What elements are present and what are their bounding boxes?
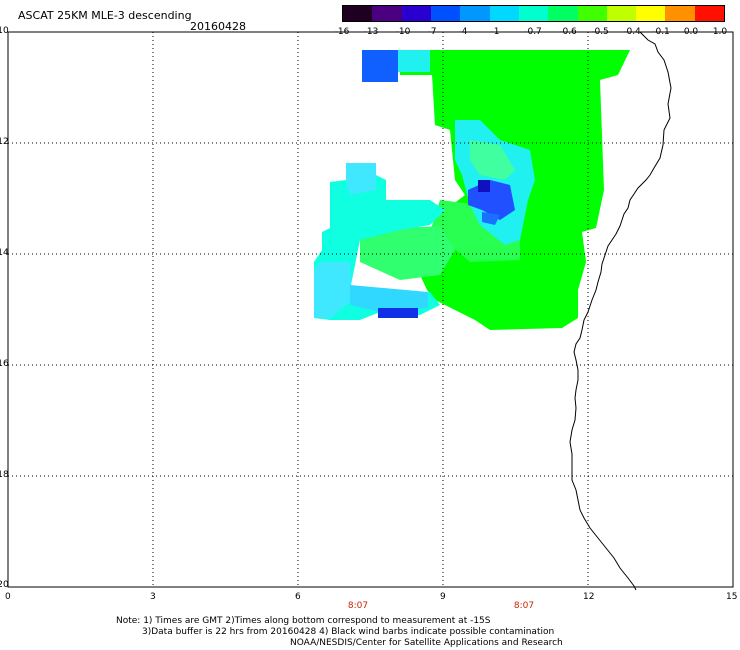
colorbar-swatch (460, 6, 490, 21)
cyan-wind-region (398, 50, 430, 72)
colorbar-swatch (548, 6, 578, 21)
colorbar-swatch (489, 6, 519, 21)
light-blue-patch (314, 262, 352, 318)
lon-label: 9 (440, 592, 446, 602)
colorbar-swatch (694, 6, 725, 21)
lon-label: 6 (295, 592, 301, 602)
colorbar-swatch (577, 6, 607, 21)
lat-label: -10 (0, 26, 9, 36)
light-blue-patch (346, 163, 376, 195)
colorbar-swatch (665, 6, 695, 21)
lat-label: -16 (0, 359, 9, 369)
plot-frame (7, 31, 734, 588)
lat-label: -18 (0, 470, 9, 480)
lat-label: -12 (0, 137, 9, 147)
lon-label: 3 (150, 592, 156, 602)
lon-label: 0 (5, 592, 11, 602)
light-blue-patch (350, 285, 428, 312)
colorbar-swatch (401, 6, 431, 21)
colorbar-swatch (636, 6, 666, 21)
blue-wind-patch (482, 212, 500, 225)
colorbar-swatch (430, 6, 461, 21)
colorbar-swatch (606, 6, 637, 21)
blue-wind-patch (378, 308, 418, 318)
grid-lines (8, 32, 733, 587)
light-green-patch (470, 140, 515, 180)
colorbar-swatch (372, 6, 402, 21)
note-line-2: 3)Data buffer is 22 hrs from 20160428 4)… (142, 627, 555, 637)
blue-wind-patch (362, 50, 398, 82)
time-label: 8:07 (513, 601, 535, 611)
lat-label: -20 (0, 580, 9, 590)
dark-blue-patch (478, 180, 490, 192)
map-date: 20160428 (190, 20, 246, 33)
note-line-3: NOAA/NESDIS/Center for Satellite Applica… (290, 638, 563, 648)
light-green-patch (360, 226, 455, 280)
colorbar-swatch (518, 6, 549, 21)
colorbar (342, 5, 725, 22)
map-title: ASCAT 25KM MLE-3 descending (18, 9, 192, 22)
colorbar-swatch (343, 6, 373, 21)
wind-data-field (314, 50, 630, 330)
note-line-1: Note: 1) Times are GMT 2)Times along bot… (116, 616, 491, 626)
coastline (569, 31, 672, 591)
lon-label: 15 (726, 592, 738, 602)
lat-label: -14 (0, 248, 9, 258)
lon-label: 12 (583, 592, 595, 602)
time-label: 8:07 (347, 601, 369, 611)
